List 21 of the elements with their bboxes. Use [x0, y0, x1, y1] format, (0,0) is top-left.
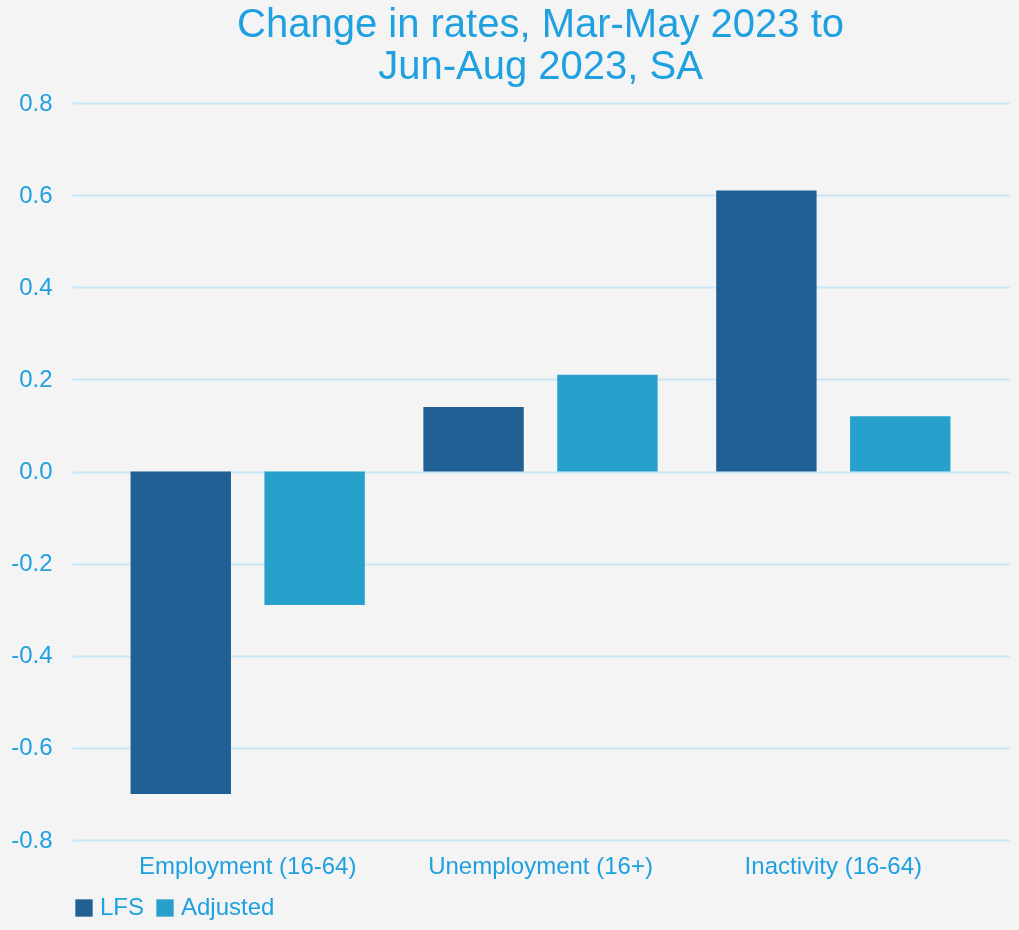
legend-label: LFS — [100, 893, 145, 920]
bar — [716, 190, 817, 472]
x-tick-label: Employment (16-64) — [138, 851, 357, 879]
bar — [850, 416, 951, 472]
y-tick-label: 0.4 — [19, 272, 53, 300]
y-tick-label: 0.2 — [19, 364, 53, 392]
y-tick-label: -0.2 — [11, 549, 53, 577]
x-tick-label: Inactivity (16-64) — [744, 851, 923, 879]
y-tick-label: -0.4 — [11, 641, 53, 669]
bar — [264, 471, 365, 606]
x-tick-label: Unemployment (16+) — [428, 851, 653, 879]
y-tick-label: 0.8 — [19, 88, 53, 116]
y-tick-label: -0.8 — [11, 825, 53, 853]
y-tick-label: 0.6 — [19, 180, 53, 208]
bar — [423, 407, 524, 472]
legend-label: Adjusted — [181, 893, 275, 920]
y-tick-label: -0.6 — [11, 733, 53, 761]
chart-title: Change in rates, Mar-May 2023 to Jun-Aug 2023, SA — [237, 1, 844, 87]
y-tick-label: 0.0 — [19, 457, 53, 484]
bar — [557, 374, 658, 472]
bar — [130, 471, 231, 794]
